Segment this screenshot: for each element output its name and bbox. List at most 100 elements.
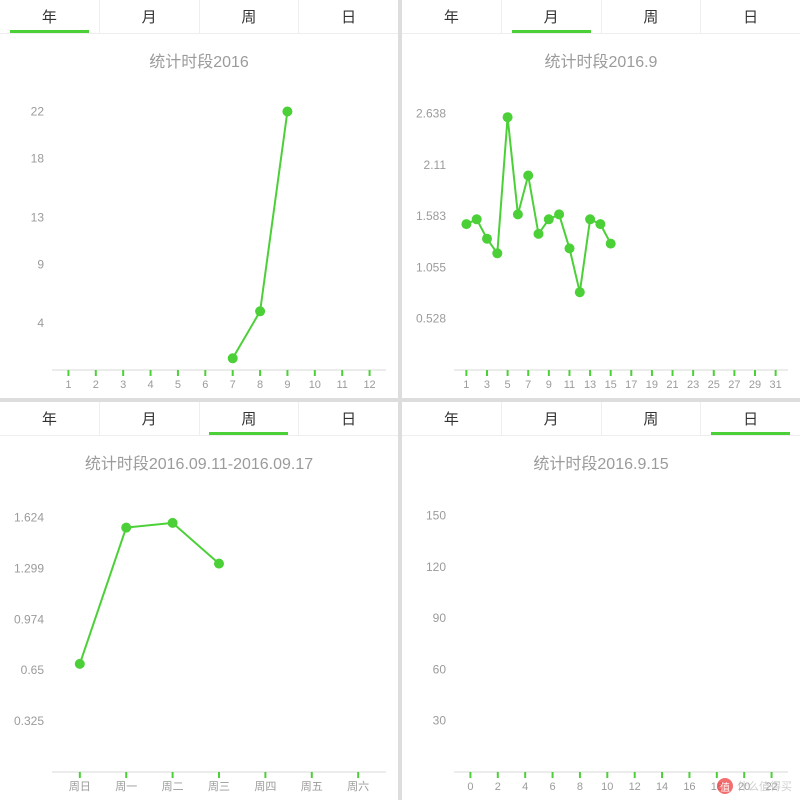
svg-text:4: 4 [37, 316, 44, 330]
svg-text:150: 150 [426, 509, 446, 523]
svg-text:120: 120 [426, 560, 446, 574]
svg-text:6: 6 [549, 781, 555, 793]
svg-text:5: 5 [175, 379, 181, 391]
chart-area: 0.5281.0551.5832.112.6381357911131517192… [402, 78, 800, 398]
svg-text:0.325: 0.325 [14, 714, 44, 728]
svg-text:18: 18 [31, 152, 45, 166]
svg-text:15: 15 [605, 379, 617, 391]
tab-month[interactable]: 月 [501, 402, 601, 435]
tab-label: 日 [743, 408, 758, 429]
svg-text:周一: 周一 [115, 780, 137, 793]
tab-label: 年 [42, 408, 57, 429]
tab-year[interactable]: 年 [402, 0, 501, 33]
svg-text:4: 4 [147, 379, 153, 391]
chart-title: 统计时段2016 [0, 34, 398, 78]
svg-text:1: 1 [463, 379, 469, 391]
chart-title: 统计时段2016.9 [402, 34, 800, 78]
svg-text:0: 0 [467, 781, 473, 793]
tab-label: 日 [341, 6, 356, 27]
chart-area: 0.3250.650.9741.2991.624周日周一周二周三周四周五周六 [0, 480, 398, 800]
svg-text:12: 12 [629, 781, 641, 793]
svg-text:3: 3 [484, 379, 490, 391]
svg-text:12: 12 [363, 379, 375, 391]
tab-week[interactable]: 周 [601, 0, 701, 33]
svg-text:5: 5 [505, 379, 511, 391]
tab-day[interactable]: 日 [298, 402, 398, 435]
tab-label: 周 [643, 6, 658, 27]
chart-area: 3060901201500246810121416182022 [402, 480, 800, 800]
svg-text:2.11: 2.11 [424, 158, 447, 172]
svg-text:13: 13 [31, 210, 45, 224]
svg-text:27: 27 [728, 379, 740, 391]
svg-text:30: 30 [433, 714, 447, 728]
tab-label: 年 [42, 6, 57, 27]
tab-week[interactable]: 周 [199, 0, 299, 33]
tab-label: 月 [142, 6, 157, 27]
svg-text:8: 8 [257, 379, 263, 391]
svg-text:6: 6 [202, 379, 208, 391]
tab-week[interactable]: 周 [601, 402, 701, 435]
svg-text:13: 13 [584, 379, 596, 391]
tab-month[interactable]: 月 [99, 402, 199, 435]
svg-text:9: 9 [284, 379, 290, 391]
tab-month[interactable]: 月 [501, 0, 601, 33]
tab-label: 月 [544, 6, 559, 27]
svg-text:16: 16 [683, 781, 695, 793]
svg-text:7: 7 [525, 379, 531, 391]
svg-text:23: 23 [687, 379, 699, 391]
panel-week: 年月周日统计时段2016.09.11-2016.09.170.3250.650.… [0, 402, 398, 800]
svg-text:1.055: 1.055 [416, 260, 446, 274]
tabs: 年月周日 [402, 402, 800, 436]
tab-day[interactable]: 日 [700, 402, 800, 435]
tab-day[interactable]: 日 [298, 0, 398, 33]
tabs: 年月周日 [0, 402, 398, 436]
watermark-icon: 值 [717, 778, 733, 794]
tab-month[interactable]: 月 [99, 0, 199, 33]
tab-year[interactable]: 年 [402, 402, 501, 435]
tab-label: 周 [241, 408, 256, 429]
svg-text:11: 11 [564, 379, 575, 391]
svg-text:3: 3 [120, 379, 126, 391]
svg-text:周三: 周三 [208, 780, 230, 793]
tabs: 年月周日 [0, 0, 398, 34]
watermark-text: 什么值得买 [737, 778, 792, 794]
svg-text:1.583: 1.583 [416, 209, 446, 223]
watermark: 值 什么值得买 [717, 778, 792, 794]
tab-label: 日 [743, 6, 758, 27]
svg-text:8: 8 [577, 781, 583, 793]
svg-text:1: 1 [65, 379, 71, 391]
svg-text:9: 9 [546, 379, 552, 391]
tab-label: 年 [444, 6, 459, 27]
tab-week[interactable]: 周 [199, 402, 299, 435]
svg-text:周日: 周日 [69, 780, 91, 793]
svg-text:29: 29 [749, 379, 761, 391]
svg-text:9: 9 [37, 257, 44, 271]
panel-year: 年月周日统计时段201649131822123456789101112 [0, 0, 398, 398]
tab-label: 月 [544, 408, 559, 429]
svg-text:2: 2 [93, 379, 99, 391]
tab-year[interactable]: 年 [0, 402, 99, 435]
svg-text:10: 10 [601, 781, 613, 793]
tab-year[interactable]: 年 [0, 0, 99, 33]
svg-text:31: 31 [770, 379, 782, 391]
svg-text:周五: 周五 [301, 780, 323, 793]
svg-text:1.299: 1.299 [14, 561, 44, 575]
chart-title: 统计时段2016.09.11-2016.09.17 [0, 436, 398, 480]
svg-text:25: 25 [708, 379, 720, 391]
svg-text:周四: 周四 [254, 780, 276, 793]
svg-text:22: 22 [31, 105, 45, 119]
svg-text:0.974: 0.974 [14, 612, 44, 626]
tabs: 年月周日 [402, 0, 800, 34]
svg-text:90: 90 [433, 611, 447, 625]
panel-month: 年月周日统计时段2016.90.5281.0551.5832.112.63813… [402, 0, 800, 398]
svg-text:7: 7 [230, 379, 236, 391]
svg-text:11: 11 [336, 379, 347, 391]
panel-grid: 年月周日统计时段201649131822123456789101112年月周日统… [0, 0, 800, 800]
svg-text:周六: 周六 [347, 780, 369, 793]
tab-day[interactable]: 日 [700, 0, 800, 33]
svg-text:2.638: 2.638 [416, 106, 446, 120]
tab-label: 周 [643, 408, 658, 429]
tab-label: 周 [241, 6, 256, 27]
chart-area: 49131822123456789101112 [0, 78, 398, 398]
tab-label: 日 [341, 408, 356, 429]
